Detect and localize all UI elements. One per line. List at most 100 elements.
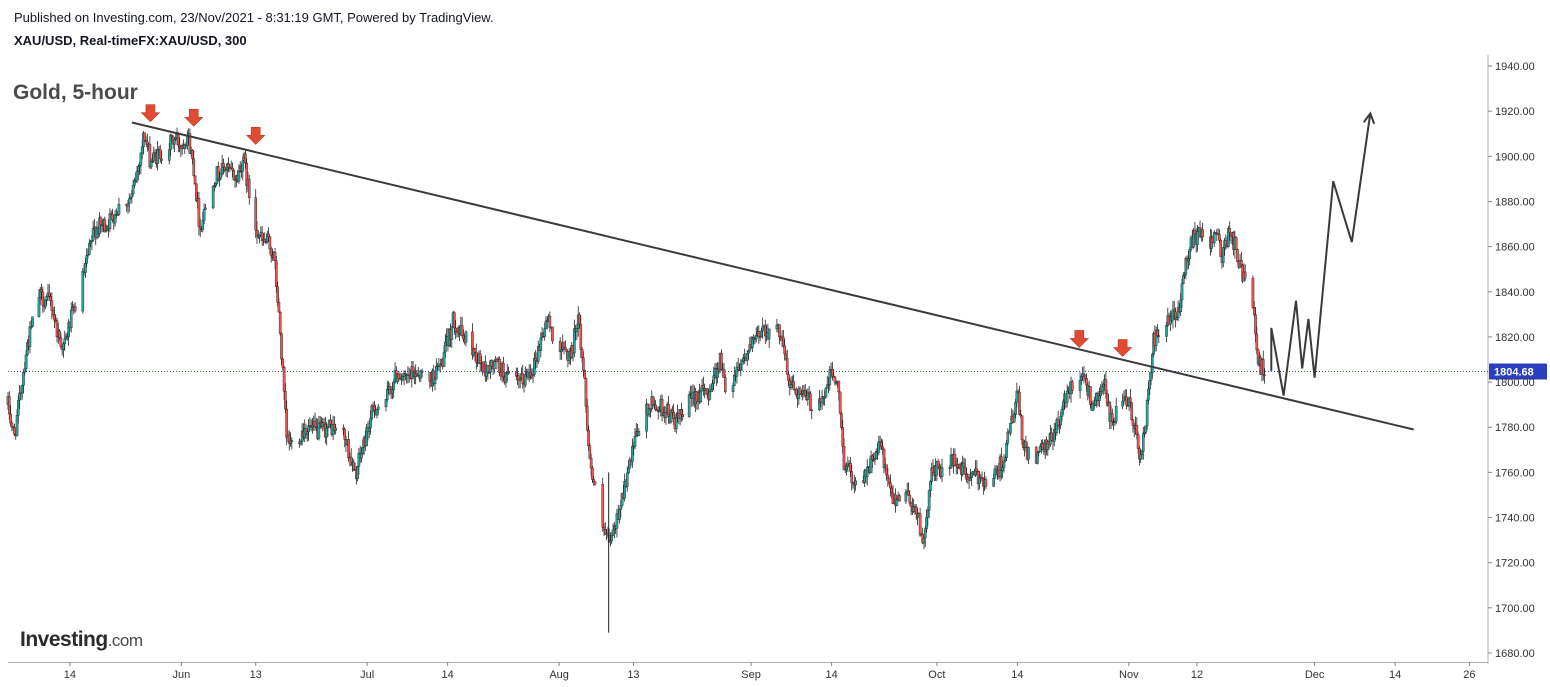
candle — [307, 419, 310, 441]
candle — [974, 460, 977, 478]
candle — [69, 302, 73, 333]
candle — [845, 462, 848, 476]
candle — [53, 306, 56, 329]
candle — [912, 498, 915, 513]
candle — [536, 340, 540, 364]
x-tick-label: Dec — [1305, 669, 1325, 681]
candle — [1234, 236, 1238, 250]
candle — [188, 128, 192, 154]
projection-path[interactable] — [1270, 113, 1372, 396]
candle — [1091, 400, 1095, 412]
candle — [623, 473, 626, 502]
candle — [723, 374, 727, 394]
candle — [143, 132, 147, 142]
candle — [211, 185, 215, 210]
candle — [1121, 393, 1124, 410]
candle — [232, 168, 236, 181]
candle — [475, 343, 478, 370]
logo-suffix: .com — [107, 631, 143, 650]
x-tick-label: 13 — [250, 669, 262, 681]
candle — [26, 339, 29, 357]
candle — [763, 319, 767, 345]
candle — [1221, 246, 1225, 268]
candle — [801, 385, 805, 401]
y-tick-label: 1700.00 — [1495, 603, 1535, 615]
candle — [940, 458, 944, 483]
candle — [680, 402, 683, 422]
candle — [1181, 272, 1185, 285]
candle — [838, 391, 842, 415]
candle — [681, 408, 685, 421]
candle — [785, 349, 789, 375]
candle — [1050, 427, 1053, 441]
candle — [356, 465, 359, 482]
candle — [435, 358, 438, 380]
candle — [854, 477, 857, 491]
candle — [20, 384, 24, 400]
candle — [71, 301, 74, 311]
y-tick-label: 1840.00 — [1495, 287, 1535, 299]
candle — [573, 319, 576, 358]
candle — [748, 337, 752, 352]
candle — [113, 209, 117, 227]
candle — [91, 220, 95, 242]
candle — [628, 456, 632, 469]
candle — [840, 411, 843, 430]
candle — [601, 477, 605, 532]
y-tick-label: 1800.00 — [1495, 377, 1535, 389]
candle — [1201, 222, 1204, 242]
x-tick-label: 14 — [442, 669, 454, 681]
candle — [720, 349, 723, 371]
descending-trendline[interactable] — [131, 121, 1414, 431]
resistance-arrow-icon — [140, 104, 161, 123]
candle — [204, 203, 207, 210]
candle — [524, 366, 527, 388]
resistance-arrow-icon — [1112, 339, 1133, 357]
x-tick-label: Jul — [360, 669, 374, 681]
candle — [956, 457, 959, 475]
candle — [478, 349, 482, 372]
candle — [735, 361, 739, 384]
candle — [223, 166, 227, 173]
resistance-arrow-icon — [1069, 330, 1090, 348]
candle — [247, 174, 251, 205]
symbol-label: XAU/USD, Real-timeFX:XAU/USD, 300 — [14, 33, 247, 48]
candle — [352, 459, 356, 472]
candle — [1251, 275, 1255, 309]
candle — [146, 133, 149, 152]
candle — [544, 315, 548, 329]
x-tick-label: Jun — [173, 669, 191, 681]
candle — [1098, 387, 1101, 408]
candle — [44, 299, 47, 310]
candle — [967, 473, 971, 490]
candle — [716, 362, 719, 384]
candle — [47, 284, 51, 299]
candle — [81, 267, 85, 314]
candle — [258, 234, 261, 244]
candle — [820, 389, 824, 410]
candle — [618, 508, 621, 524]
candle — [269, 246, 273, 263]
candle — [798, 386, 802, 395]
candle — [176, 131, 180, 153]
x-tick-label: 14 — [1389, 669, 1401, 681]
candle — [197, 191, 201, 236]
candle — [656, 406, 660, 420]
candle — [410, 361, 414, 388]
y-tick-label: 1680.00 — [1495, 648, 1535, 660]
candle — [833, 375, 837, 386]
candle — [593, 481, 597, 486]
candle — [1006, 428, 1010, 446]
candle — [877, 435, 881, 456]
candle — [373, 400, 376, 418]
candle — [953, 448, 957, 467]
candle — [633, 428, 637, 450]
x-tick-label: 13 — [627, 669, 639, 681]
candle — [334, 423, 337, 435]
x-tick-label: 12 — [1191, 669, 1203, 681]
candle — [227, 157, 230, 173]
candle — [514, 367, 518, 381]
candle — [613, 521, 616, 539]
candle — [1130, 401, 1133, 421]
